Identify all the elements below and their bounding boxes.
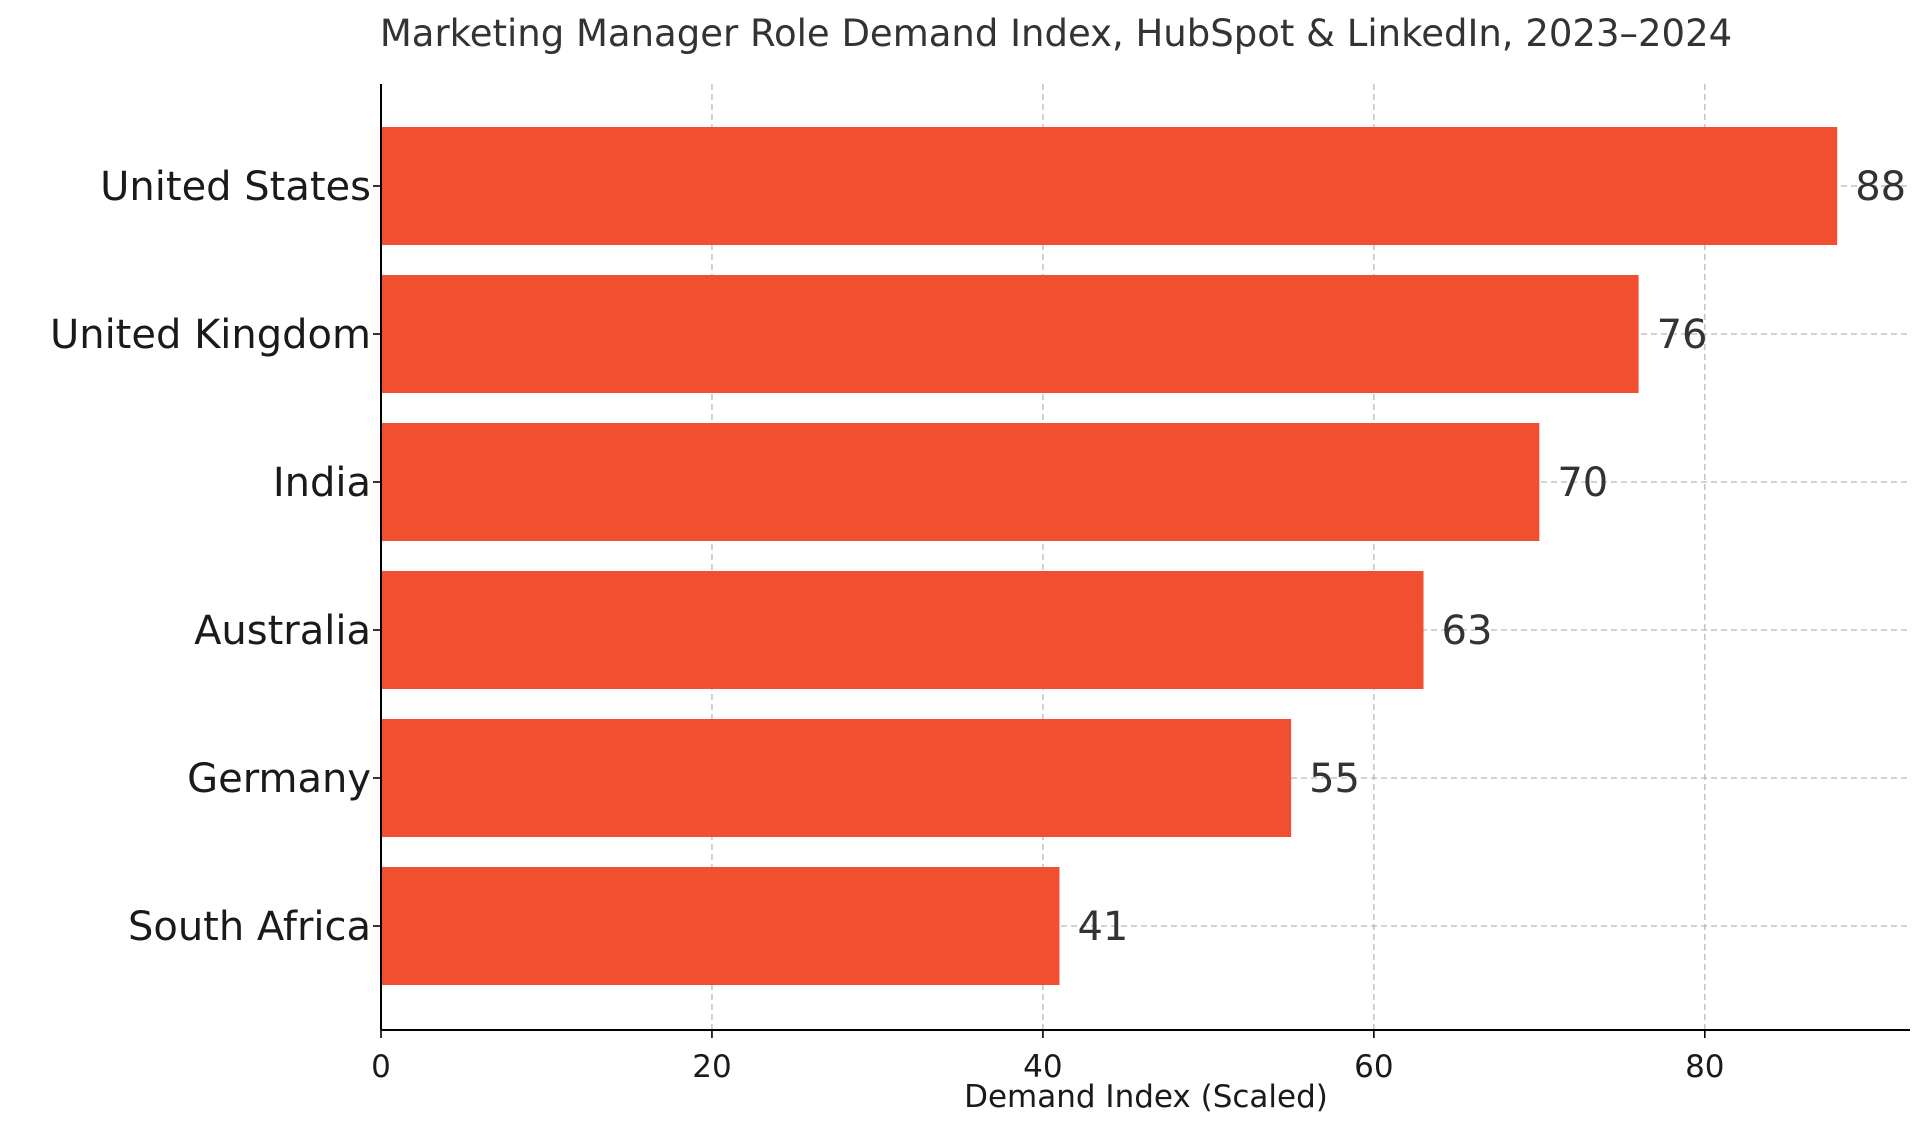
category-label: Australia	[194, 608, 371, 654]
x-tick-label: 0	[371, 1049, 391, 1085]
bar	[381, 571, 1424, 689]
bar	[381, 127, 1838, 245]
bar	[381, 423, 1540, 541]
axes	[373, 84, 1910, 1038]
value-label: 55	[1309, 756, 1360, 802]
value-label: 70	[1557, 460, 1608, 506]
value-label: 76	[1657, 312, 1708, 358]
x-tick-label: 20	[692, 1049, 731, 1085]
bar	[381, 275, 1639, 393]
chart-title: Marketing Manager Role Demand Index, Hub…	[380, 12, 1732, 55]
bar	[381, 719, 1292, 837]
labels: 0 20 40 60 80 United States 88 United Kingdom 76…	[50, 164, 1906, 1085]
x-tick-label: 80	[1685, 1049, 1724, 1085]
category-label: Germany	[187, 756, 371, 802]
x-axis-label: Demand Index (Scaled)	[964, 1079, 1328, 1115]
value-label: 88	[1855, 164, 1906, 210]
category-label: United Kingdom	[50, 312, 371, 358]
bar	[381, 867, 1060, 985]
category-label: South Africa	[128, 904, 371, 950]
bars	[381, 127, 1838, 985]
x-tick-label: 40	[1023, 1049, 1062, 1085]
category-label: United States	[100, 164, 371, 210]
value-label: 41	[1077, 904, 1128, 950]
value-label: 63	[1442, 608, 1493, 654]
x-tick-label: 60	[1354, 1049, 1393, 1085]
category-label: India	[273, 460, 371, 506]
